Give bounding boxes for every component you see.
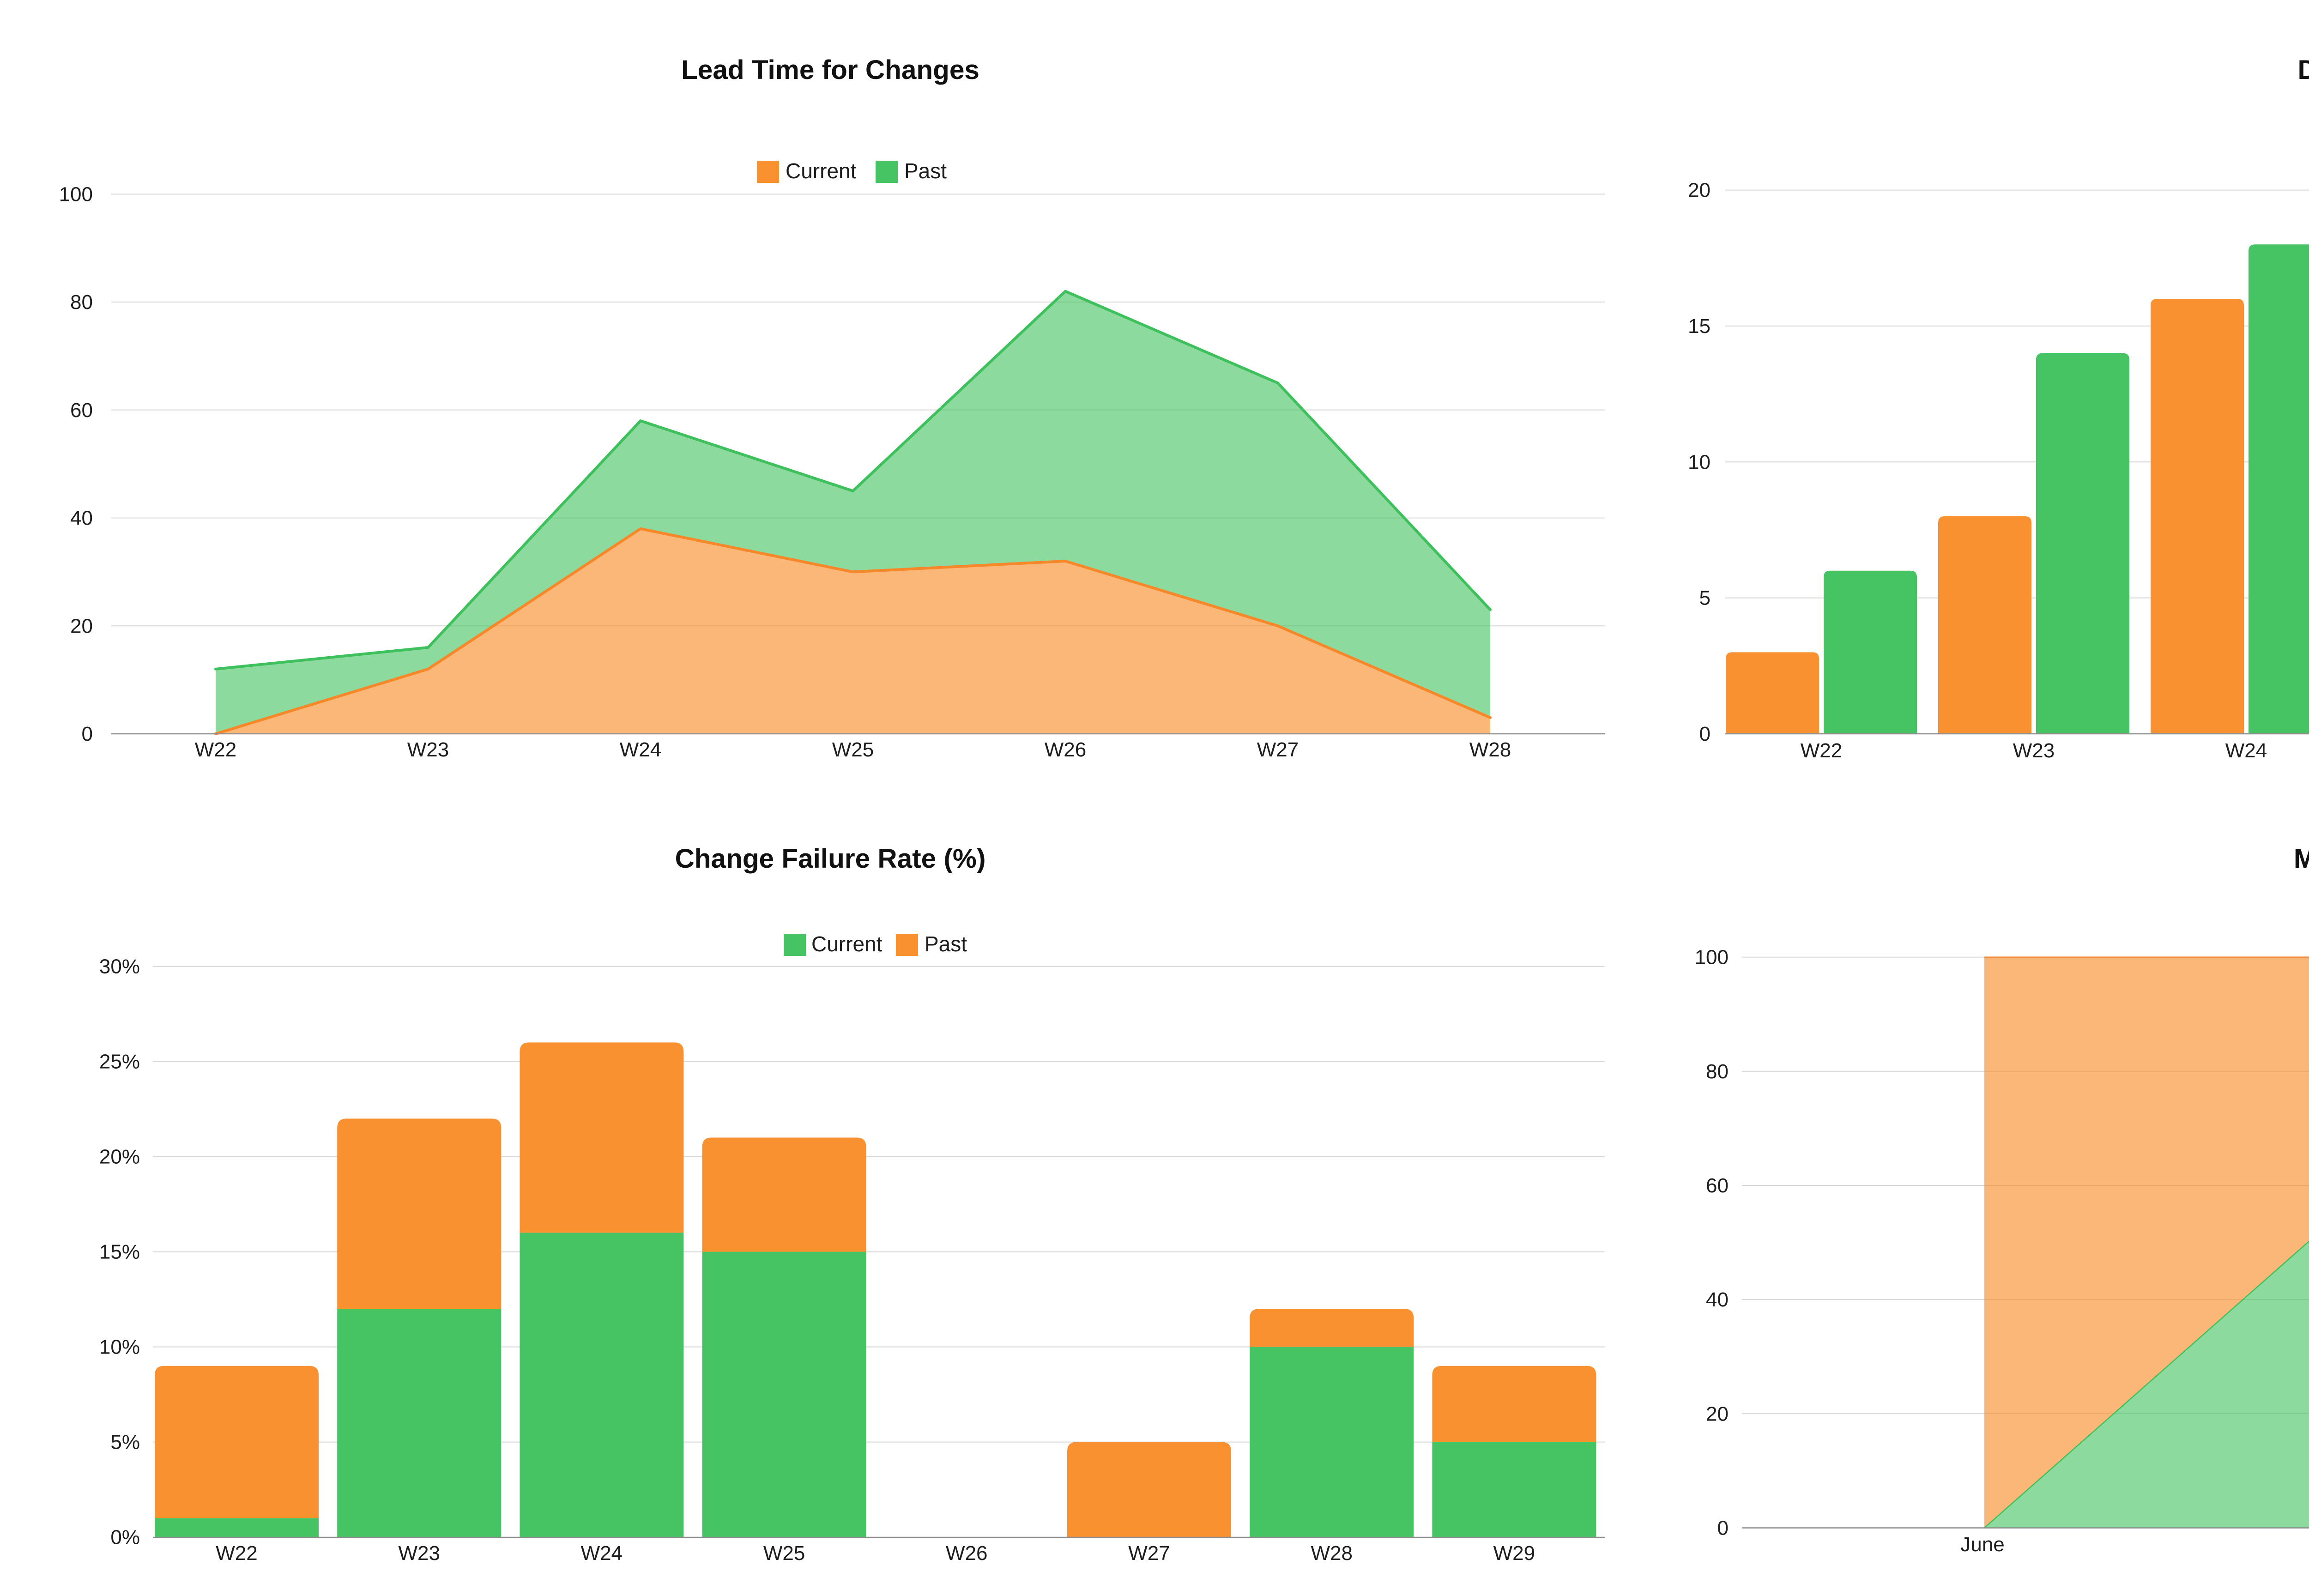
svg-text:0%: 0% (110, 1526, 140, 1549)
svg-text:W26: W26 (946, 1542, 987, 1565)
svg-text:80: 80 (70, 291, 93, 314)
svg-text:5%: 5% (110, 1431, 140, 1454)
svg-text:15: 15 (1688, 315, 1711, 338)
svg-text:60: 60 (70, 399, 93, 422)
svg-text:20: 20 (1706, 1403, 1729, 1425)
svg-text:Past: Past (925, 932, 967, 956)
svg-text:W24: W24 (581, 1542, 623, 1565)
svg-text:W27: W27 (1128, 1542, 1170, 1565)
svg-text:W22: W22 (195, 738, 236, 761)
svg-text:W28: W28 (1469, 738, 1511, 761)
svg-text:W22: W22 (1801, 739, 1842, 762)
svg-text:100: 100 (1695, 946, 1729, 969)
svg-text:Deployment Frequency: Deployment Frequency (2298, 55, 2309, 85)
svg-text:Past: Past (904, 159, 947, 183)
svg-text:0: 0 (82, 723, 93, 745)
svg-text:40: 40 (1706, 1288, 1729, 1311)
svg-text:W26: W26 (1045, 738, 1086, 761)
svg-text:W25: W25 (763, 1542, 805, 1565)
svg-text:30%: 30% (99, 955, 140, 978)
svg-text:15%: 15% (99, 1241, 140, 1264)
svg-text:20: 20 (1688, 179, 1711, 202)
svg-text:Current: Current (786, 159, 857, 183)
svg-text:W25: W25 (832, 738, 874, 761)
svg-text:60: 60 (1706, 1174, 1729, 1197)
svg-text:0: 0 (1717, 1517, 1729, 1540)
svg-text:20: 20 (70, 615, 93, 637)
svg-text:100: 100 (59, 183, 93, 206)
svg-text:Change Failure Rate (%): Change Failure Rate (%) (675, 844, 986, 874)
svg-text:10: 10 (1688, 451, 1711, 473)
svg-text:80: 80 (1706, 1060, 1729, 1083)
svg-text:W22: W22 (216, 1542, 257, 1565)
svg-text:W23: W23 (2013, 739, 2055, 762)
svg-text:Mean Time To Recovery: Mean Time To Recovery (2294, 844, 2309, 874)
svg-text:W23: W23 (398, 1542, 440, 1565)
svg-text:0: 0 (1699, 723, 1711, 745)
svg-text:June: June (1960, 1533, 2004, 1556)
svg-text:Current: Current (811, 932, 882, 956)
svg-text:W23: W23 (407, 738, 449, 761)
svg-text:W24: W24 (620, 738, 661, 761)
svg-text:20%: 20% (99, 1146, 140, 1168)
svg-text:10%: 10% (99, 1336, 140, 1359)
svg-text:Lead Time for Changes: Lead Time for Changes (681, 55, 979, 85)
svg-text:25%: 25% (99, 1051, 140, 1073)
svg-text:W27: W27 (1257, 738, 1299, 761)
svg-text:5: 5 (1699, 587, 1711, 610)
svg-text:W24: W24 (2225, 739, 2267, 762)
svg-text:W28: W28 (1311, 1542, 1352, 1565)
svg-text:40: 40 (70, 507, 93, 530)
svg-text:W29: W29 (1493, 1542, 1535, 1565)
